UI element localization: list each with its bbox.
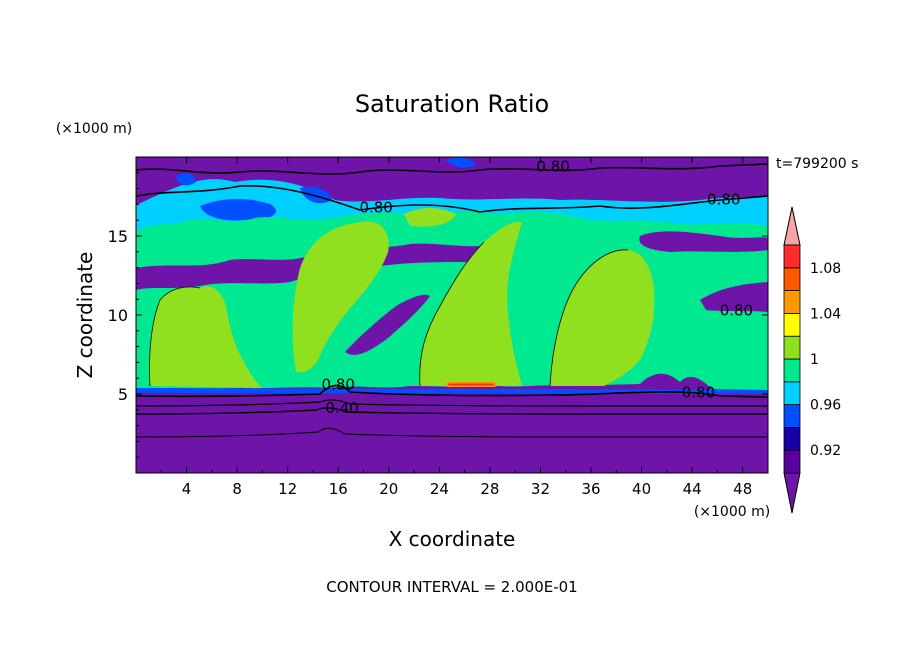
upper-blue-patches xyxy=(176,173,332,221)
top-blue-streak xyxy=(446,157,476,168)
colorbar-segment xyxy=(783,426,801,451)
colorbar: 0.92 0.96 1 1.04 1.08 xyxy=(783,206,841,514)
contour-labels: 0.80 0.80 0.80 0.80 0.80 0.40 0.80 xyxy=(322,157,754,417)
colorbar-segment xyxy=(783,404,801,428)
plume-2 xyxy=(292,221,389,373)
x-tick-label: 4 xyxy=(182,480,192,498)
contour-020 xyxy=(136,427,768,438)
colorbar-segment xyxy=(783,358,801,383)
contour-label: 0.40 xyxy=(325,399,358,417)
x-tick-label: 20 xyxy=(379,480,398,498)
colorbar-segment xyxy=(783,335,801,360)
boundary-blue xyxy=(136,388,768,394)
surface-red-strip xyxy=(448,383,494,386)
contour-080-low xyxy=(136,384,768,398)
x-tick-label: 36 xyxy=(581,480,600,498)
colorbar-under-arrow xyxy=(783,472,801,514)
y-unit-label: (×1000 m) xyxy=(56,121,132,137)
x-unit-label: (×1000 m) xyxy=(694,504,770,520)
x-tick-label: 40 xyxy=(632,480,651,498)
x-tick-label: 48 xyxy=(733,480,752,498)
colorbar-label: 1.08 xyxy=(810,261,841,277)
contour-040 xyxy=(136,407,768,415)
contour-100-outline xyxy=(149,241,629,387)
contour-label: 0.80 xyxy=(707,191,740,209)
plume-top xyxy=(404,208,456,227)
saturation-field xyxy=(136,157,768,473)
colorbar-segment xyxy=(783,381,801,405)
plume-3 xyxy=(419,221,522,386)
chart-title: Saturation Ratio xyxy=(355,90,549,118)
y-axis-label: Z coordinate xyxy=(73,252,97,379)
y-axis-ticks: 5 10 15 xyxy=(108,172,768,458)
contour-080-top xyxy=(136,163,768,175)
colorbar-over-arrow xyxy=(783,206,801,246)
y-tick-label: 5 xyxy=(118,385,128,404)
x-tick-label: 24 xyxy=(430,480,449,498)
contour-label: 0.80 xyxy=(536,157,569,175)
x-axis-ticks: 4 8 12 16 20 24 28 32 36 40 44 48 xyxy=(160,157,752,498)
colorbar-label: 0.96 xyxy=(810,398,841,414)
x-axis-label: X coordinate xyxy=(389,527,516,551)
x-tick-label: 12 xyxy=(278,480,297,498)
x-tick-label: 16 xyxy=(329,480,348,498)
colorbar-segment xyxy=(783,244,801,269)
purple-right-upper xyxy=(639,231,768,252)
contour-060 xyxy=(136,399,768,407)
colorbar-label: 0.92 xyxy=(810,443,841,459)
purple-streak-diagonal xyxy=(345,294,430,355)
colorbar-segment xyxy=(783,267,801,291)
purple-right-cloud xyxy=(700,282,768,312)
colorbar-label: 1.04 xyxy=(810,306,841,322)
contour-interval-label: CONTOUR INTERVAL = 2.000E-01 xyxy=(326,578,577,596)
contour-label: 0.80 xyxy=(682,383,715,401)
contour-label: 0.80 xyxy=(359,199,392,217)
x-tick-label: 44 xyxy=(683,480,702,498)
colorbar-segment xyxy=(783,449,801,474)
colorbar-label: 1 xyxy=(810,352,819,368)
x-tick-label: 8 xyxy=(232,480,242,498)
time-label: t=799200 s xyxy=(776,156,858,172)
y-tick-label: 15 xyxy=(108,227,128,246)
contour-label: 0.80 xyxy=(322,376,355,394)
contour-label: 0.80 xyxy=(720,301,753,319)
colorbar-segment xyxy=(783,290,801,314)
x-tick-label: 32 xyxy=(531,480,550,498)
contour-080-upper xyxy=(136,184,768,213)
x-tick-label: 28 xyxy=(480,480,499,498)
y-tick-label: 10 xyxy=(108,306,128,325)
plume-1 xyxy=(149,286,262,388)
colorbar-segment xyxy=(783,312,801,337)
